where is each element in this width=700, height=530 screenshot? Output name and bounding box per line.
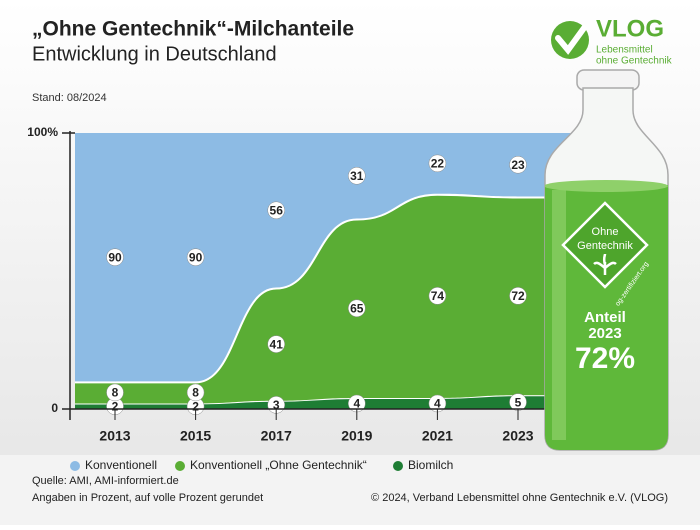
value-label: 4 (434, 397, 441, 411)
x-tick-label: 2019 (341, 428, 372, 444)
legend-marker (393, 461, 403, 471)
value-label: 56 (270, 203, 284, 217)
footer-background (0, 455, 700, 525)
badge-icon (593, 253, 617, 275)
logo-tagline: ohne Gentechnik (596, 56, 673, 67)
footnote: Angaben in Prozent, auf volle Prozent ge… (32, 492, 263, 504)
value-label: 4 (353, 397, 360, 411)
x-tick-label: 2021 (422, 428, 453, 444)
bottle-surface (545, 180, 668, 192)
share-label: Anteil (584, 309, 626, 326)
logo-name: VLOG (596, 15, 664, 42)
value-label: 65 (350, 301, 364, 315)
legend: Konventionell Konventionell „Ohne Gentech… (70, 458, 453, 472)
bottle-lip (576, 69, 640, 91)
share-label: 2023 (588, 325, 621, 342)
legend-label: Biomilch (408, 458, 453, 472)
chart-title: „Ohne Gentechnik“-Milchanteile (32, 18, 354, 41)
source: Quelle: AMI, AMI-informiert.de (32, 475, 179, 487)
badge-text: Ohne (592, 226, 619, 238)
legend-label: Konventionell (85, 458, 157, 472)
x-tick-label: 2015 (180, 428, 211, 444)
value-label: 8 (192, 386, 199, 400)
area-extension (75, 403, 116, 409)
value-label: 90 (108, 250, 122, 264)
value-label-bg (348, 167, 366, 185)
y-tick-label: 0 (51, 401, 58, 415)
area (115, 193, 518, 404)
value-label-bg (267, 201, 285, 220)
legend-marker (175, 461, 185, 471)
value-label-bg (186, 383, 205, 402)
area (115, 133, 518, 382)
value-label: 72 (511, 289, 525, 303)
value-label: 22 (431, 157, 445, 171)
value-label-bg (106, 383, 124, 402)
value-label: 8 (112, 386, 119, 400)
badge (561, 201, 649, 289)
value-label: 90 (189, 250, 203, 264)
value-label-bg (106, 248, 124, 266)
value-label: 3 (273, 398, 280, 412)
value-label: 2 (192, 399, 199, 413)
x-tick-label: 2017 (261, 428, 292, 444)
value-label-bg (267, 335, 285, 353)
value-label: 74 (431, 289, 445, 303)
value-label-bg (509, 155, 527, 174)
value-label-bg (509, 287, 527, 305)
chart-subtitle: Entwicklung in Deutschland (32, 43, 277, 65)
value-label: 2 (112, 399, 119, 413)
value-label: 5 (515, 395, 522, 409)
copyright: © 2024, Verband Lebensmittel ohne Gentec… (371, 492, 668, 504)
badge-text: Gentechnik (577, 240, 633, 252)
value-label: 31 (350, 169, 364, 183)
share-value: 72% (575, 342, 635, 375)
logo-tagline: Lebensmittel (596, 45, 653, 56)
logo-check (555, 25, 587, 55)
value-label-bg (186, 248, 205, 266)
value-label: 41 (270, 337, 284, 351)
value-label-bg (348, 299, 366, 318)
logo: VLOG Lebensmittel ohne Gentechnik (551, 15, 673, 67)
x-tick-label: 2013 (99, 428, 130, 444)
legend-label: Konventionell „Ohne Gentechnik“ (190, 458, 367, 472)
value-label-bg (428, 154, 447, 173)
value-label: 23 (511, 158, 525, 172)
legend-marker (70, 461, 80, 471)
x-tick-label: 2023 (502, 428, 533, 444)
bottle: Ohne Gentechnik og-zertifiziert.org Ante… (544, 69, 669, 451)
date-note: Stand: 08/2024 (32, 92, 107, 104)
area-extension (75, 381, 116, 404)
bottle-highlight (552, 190, 566, 440)
y-tick-label: 100% (27, 125, 58, 139)
value-label-bg (428, 287, 447, 305)
